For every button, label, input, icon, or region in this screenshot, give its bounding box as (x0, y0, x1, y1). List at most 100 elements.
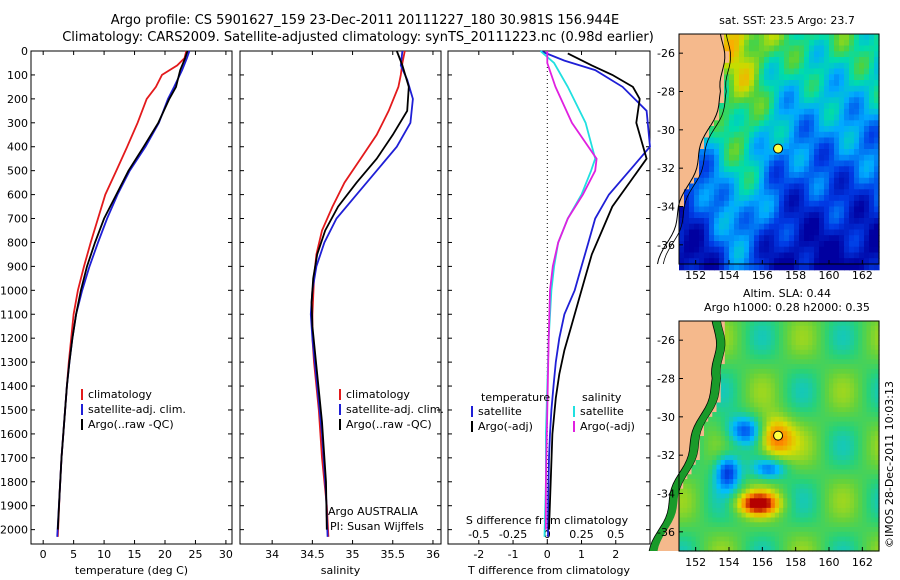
sst-cell (694, 258, 700, 265)
sst-cell (814, 154, 820, 162)
sst-cell (764, 252, 770, 259)
sla-cell (862, 426, 868, 432)
sst-cell (679, 172, 685, 179)
sst-cell (819, 149, 825, 156)
sla-cell (779, 440, 784, 447)
y-tick-label: 400 (7, 141, 28, 154)
sla-cell (799, 354, 805, 360)
sst-cell (724, 218, 730, 225)
sst-cell (859, 74, 865, 81)
sla-cell (733, 512, 738, 519)
sla-cell (779, 517, 784, 523)
sst-cell (709, 91, 715, 98)
sst-cell (854, 154, 860, 162)
sla-cell (712, 412, 718, 418)
sst-cell (809, 166, 815, 173)
sst-cell (689, 149, 695, 156)
sla-cell (829, 546, 834, 552)
sst-cell (804, 149, 810, 156)
sla-cell (779, 368, 784, 375)
sst-cell (789, 264, 795, 271)
sst-cell (824, 131, 830, 139)
sla-cell (841, 349, 847, 356)
y-tick-label: 900 (7, 260, 28, 273)
sla-cell (854, 364, 859, 370)
sla-cell (741, 402, 747, 408)
sla-cell (816, 527, 822, 533)
sst-cell (784, 172, 790, 179)
sst-cell (794, 143, 800, 150)
sla-cell (749, 536, 755, 542)
sla-cell (762, 321, 768, 327)
sst-cell (769, 246, 775, 253)
sla-cell (812, 512, 818, 519)
sla-cell (774, 354, 780, 360)
sla-cell (758, 479, 763, 485)
sst-cell (839, 34, 845, 41)
sla-cell (729, 527, 734, 533)
sla-cell (812, 368, 818, 375)
sla-cell (849, 507, 855, 514)
sla-cell (866, 345, 872, 351)
sst-cell (859, 68, 865, 75)
sst-cell (829, 200, 835, 208)
sst-cell (729, 120, 735, 127)
sla-cell (824, 378, 830, 384)
sst-cell (844, 212, 850, 219)
sst-cell (824, 62, 830, 70)
sla-cell (841, 445, 847, 451)
sla-cell (837, 373, 843, 380)
sla-cell (862, 483, 868, 490)
sst-cell (854, 91, 860, 98)
sla-cell (708, 479, 713, 485)
sst-cell (764, 189, 770, 196)
legend-label: satellite-adj. clim. (88, 403, 186, 416)
sst-cell (829, 85, 835, 93)
sla-cell (783, 527, 788, 533)
sla-cell (737, 541, 743, 547)
sla-cell (854, 527, 859, 533)
sla-cell (858, 412, 863, 418)
sst-cell (754, 241, 760, 248)
sla-cell (804, 354, 809, 360)
sla-cell (845, 474, 851, 480)
sst-cell (729, 131, 735, 139)
sla-cell (783, 507, 788, 514)
sla-cell (754, 368, 759, 375)
sla-cell (720, 546, 726, 552)
sla-cell (858, 493, 863, 499)
sst-cell (799, 166, 805, 173)
sst-cell (754, 154, 760, 162)
sla-cell (749, 392, 755, 399)
sla-cell (774, 474, 780, 480)
sst-cell (739, 252, 745, 259)
sst-cell (859, 103, 865, 110)
sla-cell (754, 364, 759, 370)
sla-cell (829, 483, 834, 490)
sst-cell (739, 91, 745, 98)
sst-cell (724, 143, 730, 150)
sla-cell (833, 546, 838, 552)
sla-cell (716, 460, 722, 466)
sla-cell (779, 345, 784, 351)
sla-cell (712, 527, 718, 533)
sla-cell (766, 517, 772, 523)
sst-cell (684, 34, 690, 41)
sla-cell (874, 431, 880, 437)
sst-cell (694, 154, 700, 162)
sla-cell (749, 321, 755, 327)
sst-cell (839, 126, 845, 133)
sst-cell (689, 62, 695, 70)
sst-cell (839, 143, 845, 150)
sla-cell (854, 479, 859, 485)
x-tick-label: 0 (40, 548, 47, 561)
sla-cell (845, 493, 851, 499)
sla-cell (745, 368, 751, 375)
sla-cell (695, 483, 701, 490)
sst-cell (789, 149, 795, 156)
sla-cell (779, 498, 784, 504)
sla-cell (749, 483, 755, 490)
sla-cell (758, 474, 763, 480)
sla-cell (679, 527, 684, 533)
sla-cell (695, 450, 701, 456)
